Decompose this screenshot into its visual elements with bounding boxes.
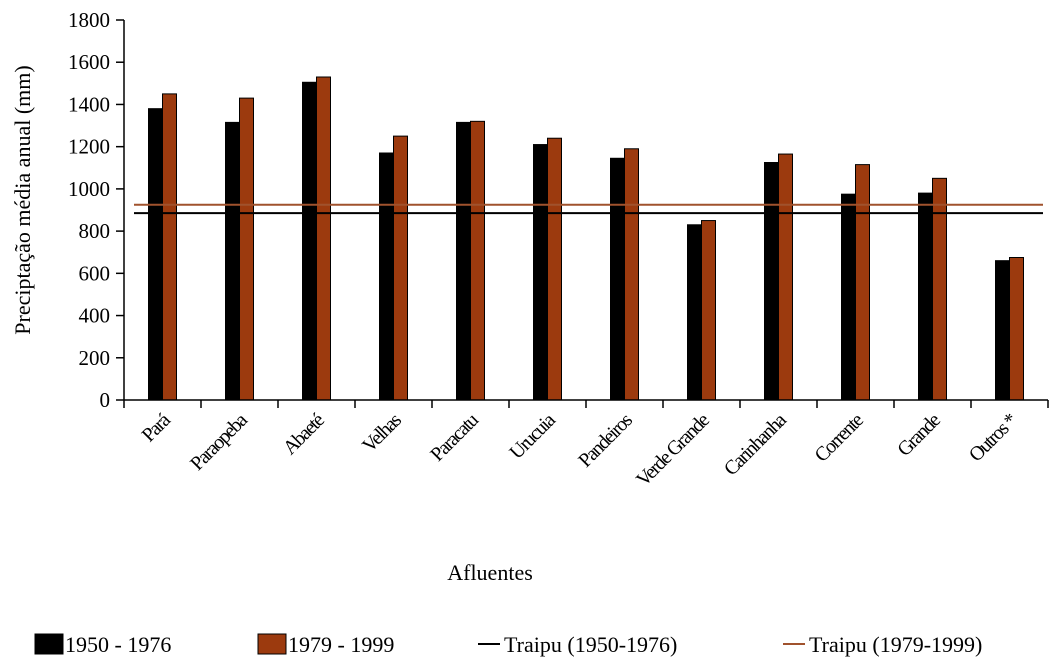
y-tick-label: 600 bbox=[79, 261, 111, 285]
legend-swatch bbox=[34, 633, 64, 655]
bar-series1-2 bbox=[302, 81, 317, 401]
y-tick-label: 800 bbox=[79, 219, 111, 243]
bar-series1-8 bbox=[764, 162, 779, 401]
legend-swatch bbox=[257, 633, 287, 655]
legend-label: 1950 - 1976 bbox=[65, 632, 171, 657]
x-axis-label: Afluentes bbox=[447, 560, 533, 585]
x-tick-label: Outros * bbox=[965, 409, 1022, 466]
bar-series2-7 bbox=[701, 220, 716, 401]
y-tick-label: 1600 bbox=[68, 50, 110, 74]
y-tick-label: 1000 bbox=[68, 177, 110, 201]
bar-series2-3 bbox=[393, 135, 408, 401]
bar-series1-4 bbox=[456, 121, 471, 401]
bar-series2-9 bbox=[855, 164, 870, 401]
bar-series1-5 bbox=[533, 144, 548, 401]
bar-series1-11 bbox=[995, 260, 1010, 401]
y-tick-label: 1400 bbox=[68, 92, 110, 116]
bar-series1-9 bbox=[841, 193, 856, 401]
x-ticks: Pará Paraopeba Abaeté Velhas Paracatu Urucuia… bbox=[123, 400, 1049, 491]
axes bbox=[123, 20, 1048, 401]
y-tick-label: 200 bbox=[79, 346, 111, 370]
y-ticks: 0 200 400 600 800 1000 1200 1400 1600 1800 bbox=[68, 8, 124, 412]
x-tick-label: Verde Grande bbox=[632, 409, 714, 491]
y-tick-label: 0 bbox=[100, 388, 111, 412]
x-tick-label: Carinhanha bbox=[720, 409, 791, 480]
bar-series2-2 bbox=[316, 76, 331, 401]
bar-series1-1 bbox=[225, 121, 240, 401]
bar-series2-8 bbox=[778, 153, 793, 401]
x-tick-label: Pará bbox=[138, 409, 176, 447]
x-tick-label: Pandeiros bbox=[574, 409, 637, 472]
bar-series2-5 bbox=[547, 137, 562, 401]
bar-series1-3 bbox=[379, 152, 394, 401]
bar-series2-10 bbox=[932, 177, 947, 401]
x-tick-label: Paracatu bbox=[426, 409, 483, 466]
y-tick-label: 1200 bbox=[68, 135, 110, 159]
legend-label: 1979 - 1999 bbox=[288, 632, 394, 657]
bars bbox=[148, 76, 1024, 401]
y-tick-label: 400 bbox=[79, 304, 111, 328]
legend: 1950 - 1976 1979 - 1999 Traipu (1950-1976)… bbox=[34, 632, 982, 657]
bar-series2-4 bbox=[470, 120, 485, 401]
x-tick-label: Urucuia bbox=[505, 409, 560, 464]
bar-series2-0 bbox=[162, 93, 177, 401]
x-tick-label: Abaeté bbox=[279, 409, 329, 459]
bar-series1-7 bbox=[687, 224, 702, 401]
y-tick-label: 1800 bbox=[68, 8, 110, 32]
bar-series1-0 bbox=[148, 108, 163, 401]
x-tick-label: Paraopeba bbox=[186, 409, 252, 475]
x-tick-label: Velhas bbox=[358, 409, 406, 457]
x-tick-label: Corrente bbox=[810, 409, 868, 467]
reference-lines bbox=[134, 203, 1043, 215]
legend-label: Traipu (1979-1999) bbox=[809, 632, 982, 657]
x-tick-label: Grande bbox=[893, 409, 945, 461]
legend-label: Traipu (1950-1976) bbox=[504, 632, 677, 657]
bar-series2-11 bbox=[1009, 257, 1024, 401]
bar-series2-1 bbox=[239, 97, 254, 401]
bar-series1-6 bbox=[610, 157, 625, 401]
y-axis-label: Preciptação média anual (mm) bbox=[10, 65, 35, 334]
bar-series1-10 bbox=[918, 192, 933, 401]
bar-series2-6 bbox=[624, 148, 639, 401]
